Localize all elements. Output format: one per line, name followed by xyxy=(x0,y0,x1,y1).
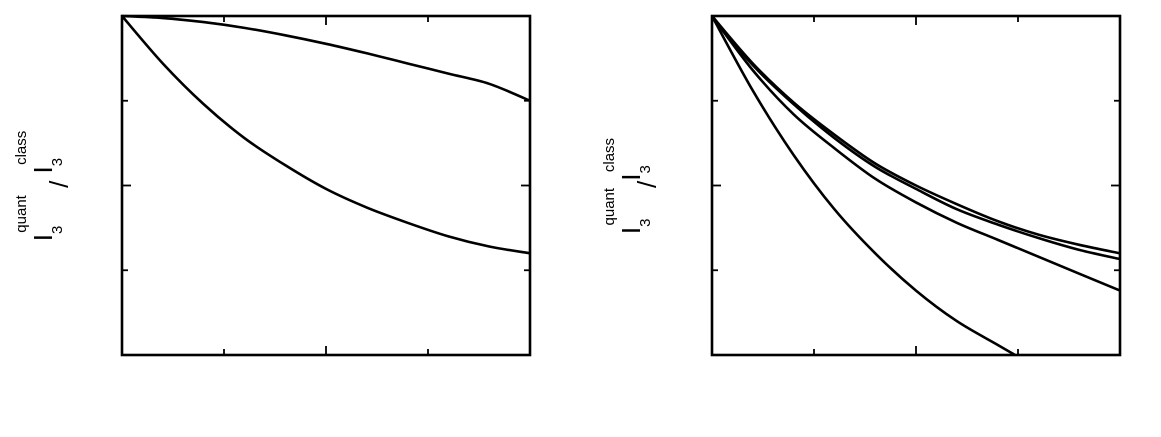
y-axis-title-base2: I xyxy=(616,173,646,180)
series-line-2 xyxy=(710,15,1121,292)
y-axis-title-sup: quant xyxy=(601,187,618,225)
y-axis-title-base: I xyxy=(28,234,58,241)
y-axis-title: I3quant/I3class xyxy=(601,138,662,234)
y-axis-title-sep: / xyxy=(632,180,662,188)
plot-frame xyxy=(120,14,532,357)
y-axis-title-sep: / xyxy=(44,173,74,195)
y-axis-title-sup2: class xyxy=(601,138,618,172)
series-line-0 xyxy=(711,15,1121,255)
y-axis-title-sub2: 3 xyxy=(49,158,66,166)
series-line-3 xyxy=(710,15,1016,357)
y-axis-title-base: I xyxy=(616,227,646,234)
left-panel: I3quant / I3class xyxy=(13,14,532,357)
series-line-0 xyxy=(121,14,531,102)
y-axis-title-sup2: class xyxy=(13,131,30,165)
series-line-1 xyxy=(710,15,1121,261)
right-panel: I3quant/I3class xyxy=(601,14,1122,357)
y-axis-title-sub: 3 xyxy=(49,226,66,234)
y-axis-title-base2: I xyxy=(28,166,58,173)
y-axis-title: I3quant / I3class xyxy=(13,131,74,242)
y-axis-title-sub2: 3 xyxy=(637,165,654,173)
y-axis-title-sub: 3 xyxy=(637,218,654,226)
y-axis-title-sup: quant xyxy=(13,194,30,232)
series-line-1 xyxy=(121,15,531,255)
